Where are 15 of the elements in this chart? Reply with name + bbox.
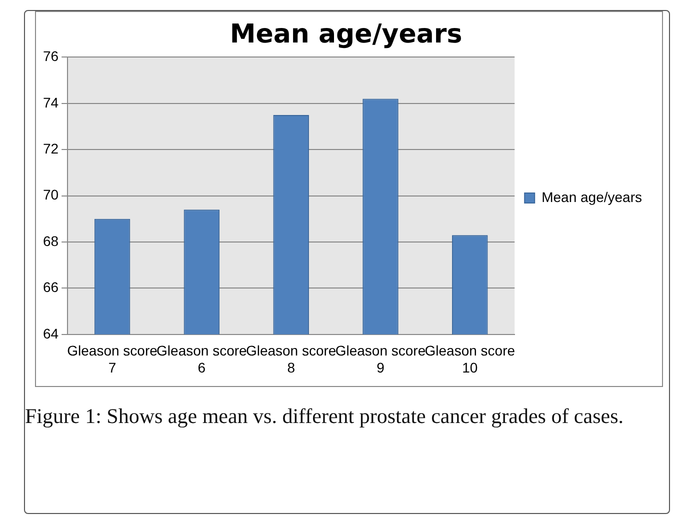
x-tick-label: Gleason score 6 [156,342,248,376]
y-tick-label: 64 [42,325,59,342]
x-tick-label: Gleason score 7 [67,342,158,376]
y-tick-label: 74 [42,94,59,110]
y-tick-label: 72 [42,140,59,156]
chart-title: Mean age/years [230,19,462,50]
caption: Figure 1: Shows age mean vs. different prostate cancer grades of cases. [25,403,624,430]
x-tick-label: Gleason score 10 [424,342,516,376]
y-tick-label: 68 [42,232,59,249]
legend-label: Mean age/years [542,188,642,205]
y-tick-label: 76 [42,48,59,64]
x-tick-label: Gleason score 8 [246,342,336,376]
y-tick-label: 66 [42,279,59,296]
x-tick-label: Gleason score 9 [335,342,426,376]
y-tick-label: 70 [42,186,59,203]
